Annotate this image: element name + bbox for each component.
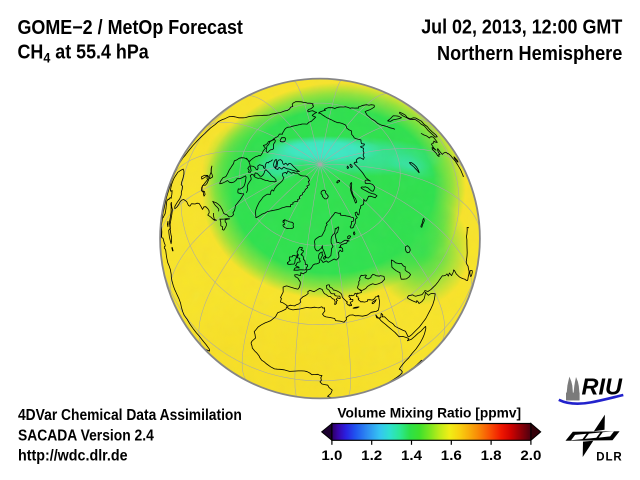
svg-text:4DVar Chemical Data Assimilati: 4DVar Chemical Data Assimilation [18,407,242,424]
svg-text:Northern Hemisphere: Northern Hemisphere [437,43,622,65]
svg-text:SACADA Version 2.4: SACADA Version 2.4 [18,427,154,444]
svg-text:DLR: DLR [596,451,622,463]
svg-text:1.0: 1.0 [321,447,342,463]
svg-text:1.8: 1.8 [481,447,502,463]
svg-text:Jul 02, 2013, 12:00 GMT: Jul 02, 2013, 12:00 GMT [421,17,622,39]
svg-text:RIU: RIU [582,374,623,400]
svg-text:2.0: 2.0 [520,447,541,463]
svg-text:1.2: 1.2 [361,447,382,463]
svg-text:CH4 at 55.4 hPa: CH4 at 55.4 hPa [18,41,150,65]
svg-text:1.4: 1.4 [401,447,422,463]
svg-text:GOME−2 / MetOp Forecast: GOME−2 / MetOp Forecast [18,17,244,39]
svg-text:1.6: 1.6 [441,447,462,463]
svg-text:Volume Mixing Ratio [ppmv]: Volume Mixing Ratio [ppmv] [337,404,521,420]
svg-text:http://wdc.dlr.de: http://wdc.dlr.de [18,448,128,465]
